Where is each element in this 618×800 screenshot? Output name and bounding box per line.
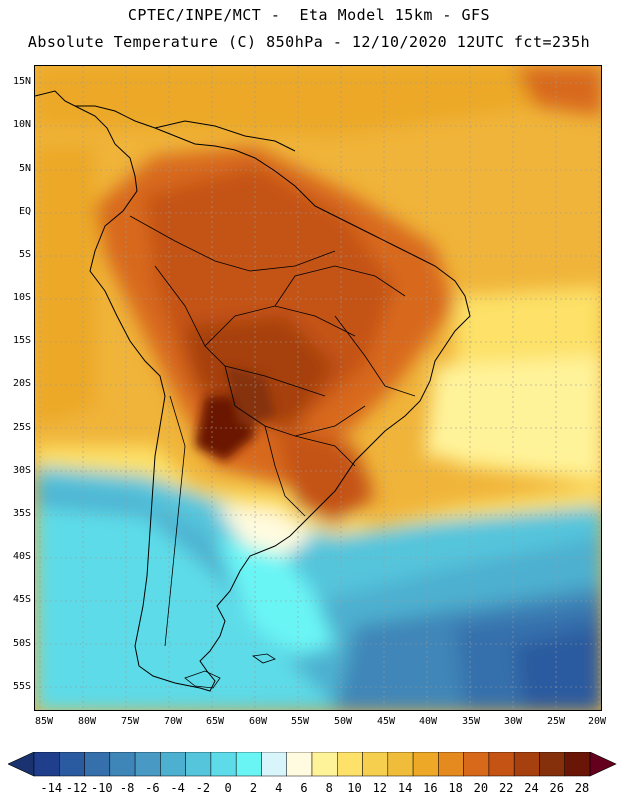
- lon-label: 85W: [34, 716, 54, 727]
- lon-label: 25W: [546, 716, 566, 727]
- lon-label: 50W: [333, 716, 353, 727]
- colorbar-tick-label: 14: [397, 781, 413, 795]
- colorbar-tick-label: 6: [300, 781, 308, 795]
- lat-label: 5N: [18, 163, 31, 174]
- colorbar-tick-label: 20: [473, 781, 489, 795]
- lat-label: 55S: [12, 681, 31, 692]
- lat-label: 15S: [12, 335, 31, 346]
- colorbar-swatch: [134, 752, 161, 777]
- lon-label: 75W: [120, 716, 140, 727]
- colorbar-swatch: [84, 752, 111, 777]
- colorbar-tick-label: -2: [195, 781, 211, 795]
- colorbar-swatch: [109, 752, 136, 777]
- lat-label: 5S: [18, 249, 31, 260]
- lat-label: EQ: [18, 206, 31, 217]
- colorbar-swatch: [311, 752, 338, 777]
- colorbar-swatch: [564, 752, 591, 777]
- lon-label: 35W: [461, 716, 481, 727]
- lon-label: 70W: [163, 716, 183, 727]
- colorbar-low-arrow: [8, 752, 35, 777]
- lon-label: 30W: [503, 716, 523, 727]
- colorbar-swatch: [286, 752, 313, 777]
- colorbar-swatch: [210, 752, 237, 777]
- temperature-colorbar: [8, 752, 617, 777]
- colorbar-swatch: [160, 752, 186, 777]
- colorbar-high-arrow: [589, 752, 617, 777]
- country-borders: [129, 215, 416, 647]
- map-subtitle: Absolute Temperature (C) 850hPa - 12/10/…: [27, 33, 591, 51]
- lon-label: 65W: [205, 716, 225, 727]
- colorbar-tick-label: 8: [325, 781, 333, 795]
- colorbar-tick-label: 10: [347, 781, 362, 795]
- temperature-field: [35, 66, 601, 710]
- tierra-del-fuego: [184, 670, 221, 689]
- colorbar-tick-label: -10: [90, 781, 113, 795]
- colorbar-tick-label: 26: [549, 781, 564, 795]
- lon-label: 45W: [376, 716, 396, 727]
- colorbar-tick-label: 0: [224, 781, 232, 795]
- lat-label: 15N: [12, 76, 31, 87]
- colorbar-tick-label: 12: [372, 781, 388, 795]
- colorbar-swatch: [412, 752, 439, 777]
- colorbar-swatch: [387, 752, 414, 777]
- lat-label: 40S: [12, 551, 31, 562]
- colorbar-swatch: [438, 752, 464, 777]
- colorbar-swatch: [513, 752, 540, 777]
- colorbar-tick-label: 22: [498, 781, 514, 795]
- colorbar-tick-label: -12: [65, 781, 88, 795]
- lat-label: 10S: [12, 292, 31, 303]
- lon-label: 55W: [290, 716, 310, 727]
- colorbar-tick-label: 18: [448, 781, 463, 795]
- colorbar-swatch: [235, 752, 262, 777]
- lat-label: 25S: [12, 422, 31, 433]
- colorbar-swatch: [261, 752, 287, 777]
- colorbar-swatch: [463, 752, 490, 777]
- lon-label: 20W: [587, 716, 607, 727]
- colorbar-swatch: [337, 752, 363, 777]
- colorbar-swatch: [185, 752, 212, 777]
- colorbar-swatch: [362, 752, 389, 777]
- lat-label: 30S: [12, 465, 31, 476]
- temperature-map: [34, 65, 602, 711]
- caribbean-coastline: [35, 90, 296, 152]
- lat-label: 10N: [12, 119, 31, 130]
- lat-label: 50S: [12, 638, 31, 649]
- lon-label: 60W: [248, 716, 268, 727]
- colorbar-swatch: [539, 752, 565, 777]
- colorbar-tick-label: 4: [275, 781, 283, 795]
- colorbar-tick-label: -8: [119, 781, 135, 795]
- lon-label: 80W: [77, 716, 97, 727]
- colorbar-tick-label: -6: [145, 781, 160, 795]
- colorbar-tick-label: 28: [574, 781, 590, 795]
- lat-label: 45S: [12, 594, 31, 605]
- colorbar-swatch: [488, 752, 515, 777]
- colorbar-swatch: [59, 752, 85, 777]
- lon-label: 40W: [418, 716, 438, 727]
- colorbar-tick-label: 16: [423, 781, 438, 795]
- lat-label: 20S: [12, 378, 31, 389]
- map-title: CPTEC/INPE/MCT - Eta Model 15km - GFS: [127, 6, 491, 24]
- lat-label: 35S: [12, 508, 31, 519]
- colorbar-tick-label: -4: [170, 781, 185, 795]
- colorbar-swatch: [33, 752, 60, 777]
- south-america-coastline: [74, 105, 471, 692]
- colorbar-tick-label: -14: [40, 781, 63, 795]
- colorbar-tick-label: 2: [249, 781, 258, 795]
- falklands: [251, 653, 276, 664]
- colorbar-tick-label: 24: [524, 781, 539, 795]
